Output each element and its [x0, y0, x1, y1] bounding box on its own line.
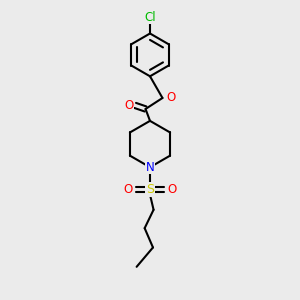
Text: O: O: [167, 183, 176, 196]
Text: O: O: [124, 99, 134, 112]
Text: O: O: [124, 183, 133, 196]
Text: Cl: Cl: [144, 11, 156, 24]
Text: O: O: [166, 91, 176, 104]
Text: N: N: [146, 161, 154, 174]
Text: S: S: [146, 183, 154, 196]
